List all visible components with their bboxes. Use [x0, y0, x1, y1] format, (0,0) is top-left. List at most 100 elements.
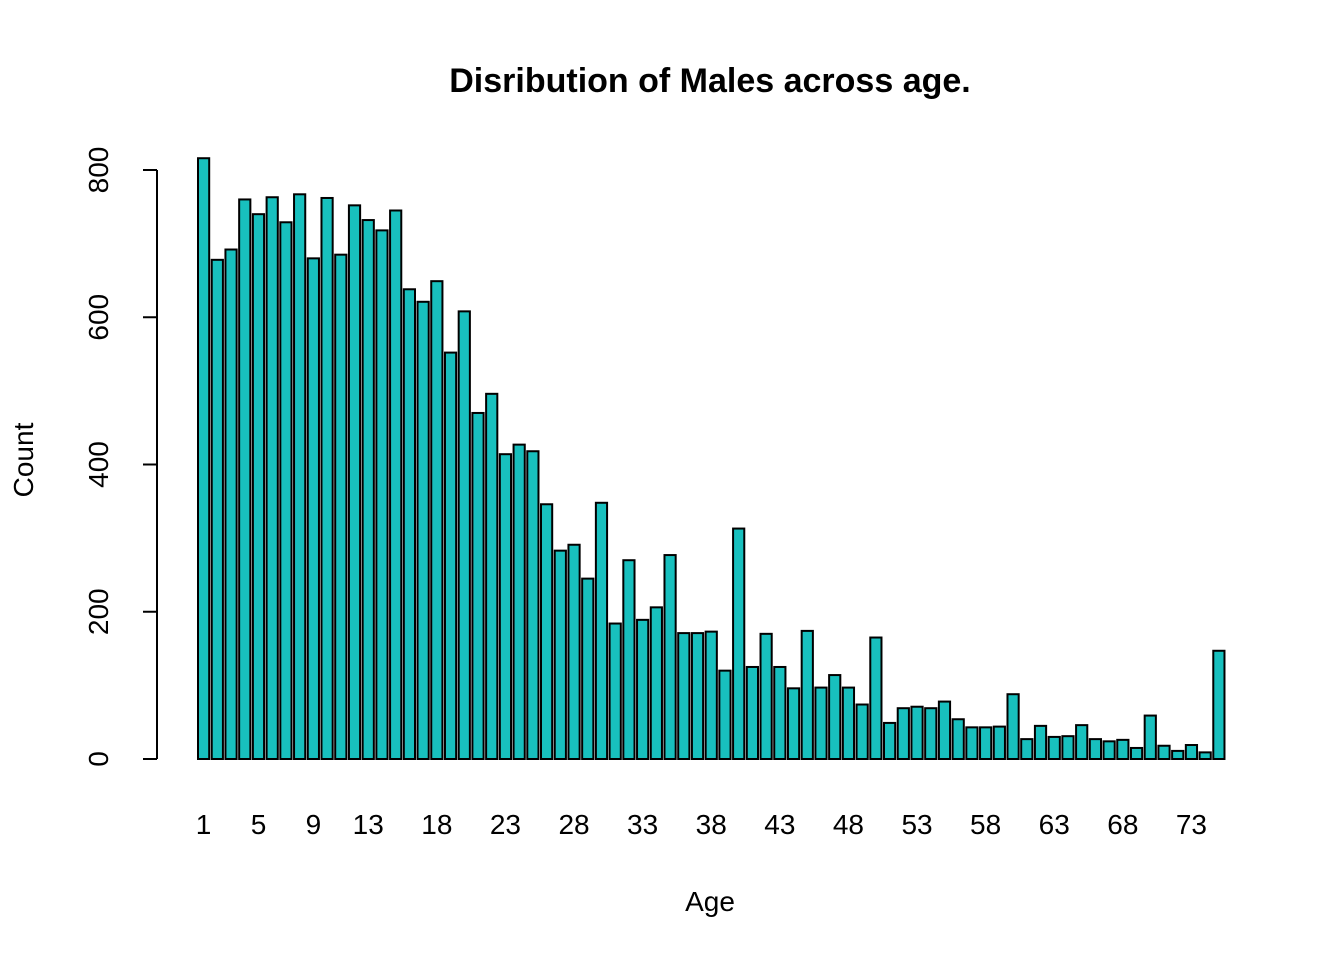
x-tick-label: 48 — [833, 809, 864, 840]
bar-age-68 — [1116, 738, 1130, 760]
bar-age-3 — [224, 248, 238, 760]
bar-age-75 — [1212, 649, 1226, 760]
bar-age-1 — [197, 157, 211, 761]
bar-age-16 — [402, 288, 416, 760]
bar-age-48 — [841, 686, 856, 760]
x-tick-label: 5 — [251, 809, 267, 840]
bar-age-40 — [732, 527, 746, 761]
bar-age-24 — [512, 443, 526, 760]
bar-age-70 — [1143, 714, 1157, 761]
y-tick-label: 400 — [83, 441, 114, 488]
bar-age-49 — [855, 703, 869, 761]
bar-age-37 — [690, 632, 705, 761]
x-tick-label: 58 — [970, 809, 1001, 840]
bar-age-41 — [745, 665, 759, 760]
bar-age-18 — [430, 280, 444, 760]
bar-age-38 — [704, 630, 718, 760]
x-axis-label: Age — [685, 886, 735, 917]
bar-age-33 — [636, 618, 650, 760]
x-axis-tick-labels: 1 5 9 13 18 23 28 33 38 43 48 53 58 63 68 73 — [196, 809, 1207, 840]
y-tick-label: 200 — [83, 588, 114, 635]
bar-age-62 — [1033, 724, 1048, 761]
bar-age-8 — [293, 193, 307, 760]
bar-age-63 — [1047, 735, 1061, 760]
bar-age-51 — [883, 721, 897, 761]
y-tick-label: 600 — [83, 294, 114, 341]
x-tick-label: 53 — [901, 809, 932, 840]
bar-age-12 — [347, 204, 362, 760]
bar-age-43 — [773, 665, 787, 760]
x-tick-label: 43 — [764, 809, 795, 840]
bar-age-11 — [334, 253, 348, 760]
bar-age-29 — [581, 577, 595, 761]
bar-age-46 — [814, 686, 828, 760]
bar-age-9 — [306, 257, 320, 760]
bar-age-6 — [265, 196, 279, 760]
chart-title: Disribution of Males across age. — [449, 62, 970, 100]
bar-age-72 — [1171, 749, 1185, 760]
bar-age-73 — [1184, 744, 1199, 760]
bar-age-14 — [375, 229, 389, 760]
bar-age-17 — [416, 300, 430, 760]
bars-group — [197, 157, 1226, 761]
y-tick-label: 800 — [83, 147, 114, 194]
x-tick-label: 33 — [627, 809, 658, 840]
bar-age-69 — [1129, 746, 1144, 760]
x-tick-label: 23 — [490, 809, 521, 840]
x-tick-label: 1 — [196, 809, 212, 840]
bar-age-57 — [965, 726, 979, 760]
x-tick-label: 9 — [306, 809, 322, 840]
bar-age-65 — [1075, 724, 1089, 761]
bar-age-10 — [320, 196, 334, 761]
bar-age-74 — [1198, 751, 1212, 761]
bar-age-55 — [937, 700, 952, 761]
x-tick-label: 13 — [353, 809, 384, 840]
y-tick-label: 0 — [83, 751, 114, 767]
bar-age-67 — [1102, 740, 1116, 761]
bar-age-2 — [210, 258, 224, 760]
bar-age-64 — [1061, 735, 1075, 761]
bar-age-15 — [389, 209, 403, 760]
bar-age-28 — [567, 543, 581, 760]
x-tick-label: 68 — [1107, 809, 1138, 840]
bar-age-71 — [1157, 744, 1171, 760]
bar-age-45 — [800, 629, 814, 761]
bar-age-60 — [1006, 693, 1020, 761]
bar-age-19 — [443, 351, 458, 760]
bar-age-66 — [1088, 738, 1103, 761]
bar-age-34 — [649, 606, 663, 761]
bar-age-30 — [594, 501, 609, 760]
bar-age-42 — [759, 632, 773, 761]
bar-age-35 — [663, 554, 677, 761]
bar-age-26 — [540, 503, 554, 760]
x-tick-label: 73 — [1176, 809, 1207, 840]
bar-age-59 — [992, 725, 1006, 760]
bar-age-39 — [718, 669, 732, 761]
x-tick-label: 28 — [558, 809, 589, 840]
bar-age-54 — [924, 707, 938, 760]
bar-age-32 — [622, 559, 636, 761]
bar-age-20 — [457, 310, 471, 760]
y-axis-ticks: 0 200 400 600 800 — [83, 147, 157, 767]
bar-age-27 — [553, 549, 567, 760]
bar-age-23 — [498, 453, 513, 760]
bar-age-50 — [869, 636, 883, 760]
bar-age-44 — [786, 687, 801, 761]
x-tick-label: 38 — [696, 809, 727, 840]
bar-age-7 — [279, 221, 293, 760]
bar-age-13 — [361, 219, 375, 760]
bar-age-31 — [608, 622, 622, 761]
bar-age-56 — [951, 718, 965, 760]
bar-age-4 — [238, 198, 252, 760]
bar-age-22 — [485, 392, 499, 760]
x-tick-label: 63 — [1039, 809, 1070, 840]
bar-age-25 — [526, 450, 540, 760]
bar-age-61 — [1020, 738, 1034, 761]
bar-age-52 — [896, 707, 910, 760]
bar-age-53 — [910, 705, 924, 761]
bar-age-5 — [251, 213, 266, 761]
bar-age-21 — [471, 411, 485, 760]
y-axis-label: Count — [8, 422, 39, 497]
bar-age-58 — [979, 726, 993, 760]
